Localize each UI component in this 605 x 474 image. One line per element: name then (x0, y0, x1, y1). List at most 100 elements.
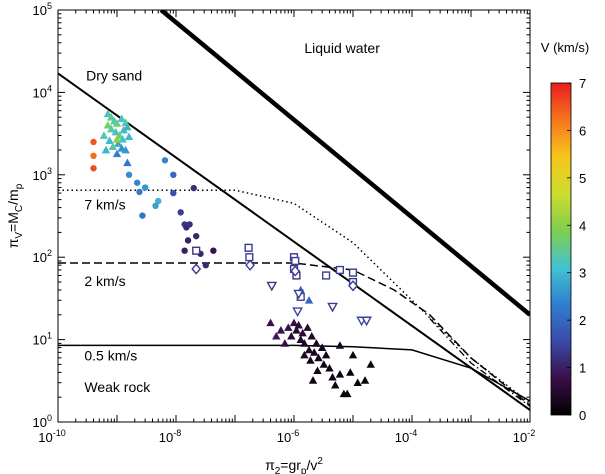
data-point-triangle (101, 145, 111, 154)
data-point-diamond (348, 280, 358, 292)
x-axis-title: π2=grp/v2 (265, 456, 323, 474)
data-point-triangle (123, 122, 132, 131)
y-axis-title: πV=MC/mp (5, 183, 25, 248)
data-point-square (291, 256, 300, 266)
annotation-4: 2 km/s (84, 273, 125, 289)
data-point-triangle (118, 135, 127, 143)
data-point-triangle-down (292, 307, 303, 318)
data-point-triangle (312, 339, 321, 347)
data-point-triangle (121, 145, 130, 154)
data-point-triangle-down (266, 281, 278, 292)
data-point-triangle (306, 356, 315, 364)
data-point-triangle (313, 366, 322, 375)
data-point-circle (136, 188, 143, 196)
data-point-diamond (191, 263, 202, 275)
data-point-circle (170, 171, 177, 178)
data-point-triangle (321, 350, 331, 359)
colorbar-tick-label: 7 (579, 76, 586, 91)
x-tick-label: 10-4 (395, 428, 417, 445)
y-tick-label: 104 (33, 83, 52, 100)
data-point-circle (90, 138, 97, 146)
colorbar-tick-label: 0 (579, 408, 586, 423)
data-point-triangle (280, 339, 290, 347)
data-point-circle (210, 247, 217, 254)
annotation-5: 0.5 km/s (84, 347, 137, 363)
data-point-triangle (346, 368, 355, 376)
colorbar-tick-label: 4 (579, 218, 586, 233)
colorbar-tick-label: 5 (579, 171, 586, 186)
data-point-triangle (111, 127, 120, 136)
data-point-triangle (366, 360, 375, 368)
data-point-triangle (304, 296, 314, 304)
data-point-triangle (117, 114, 126, 123)
colorbar-gradient (550, 82, 572, 416)
data-point-triangle (296, 335, 305, 343)
data-point-circle (177, 209, 184, 216)
data-point-triangle (272, 331, 281, 340)
y-tick-label: 102 (33, 248, 52, 265)
data-point-triangle (303, 323, 312, 331)
data-point-circle (139, 212, 146, 219)
data-point-triangle (103, 120, 113, 129)
data-point-square (192, 246, 201, 255)
data-point-triangle (353, 378, 362, 387)
data-point-circle (181, 247, 188, 254)
data-point-square (244, 243, 253, 252)
colorbar-tick-label: 1 (579, 361, 586, 376)
data-point-triangle (276, 326, 286, 334)
data-point-triangle (287, 331, 296, 340)
data-point-triangle-down (361, 316, 372, 327)
annotation-6: Weak rock (84, 379, 151, 395)
data-point-triangle (348, 350, 358, 359)
data-point-triangle (292, 326, 301, 334)
model-line-1 (159, 10, 530, 317)
x-tick-label: 10-10 (38, 428, 65, 445)
data-point-triangle (335, 341, 345, 349)
data-point-triangle (107, 124, 116, 133)
data-point-triangle (314, 353, 323, 362)
colorbar-tick-label: 2 (579, 313, 586, 328)
annotation-1: Dry sand (86, 67, 142, 83)
data-point-triangle (319, 360, 329, 368)
data-points (90, 109, 375, 398)
annotation-2: Liquid water (304, 40, 380, 56)
data-point-circle (141, 184, 149, 191)
data-point-square (322, 271, 331, 280)
data-point-triangle (308, 376, 318, 384)
model-line-2 (58, 72, 530, 411)
colorbar-tick-label: 3 (579, 266, 586, 281)
data-point-diamond (290, 265, 301, 277)
annotations: Dry sand Liquid water 7 km/s 2 km/s 0.5 km/s… (84, 40, 380, 395)
data-point-triangle-down (293, 289, 305, 300)
data-point-triangle (335, 370, 345, 378)
data-point-circle (90, 165, 97, 172)
data-point-triangle (298, 328, 307, 337)
data-point-triangle (360, 376, 370, 384)
data-point-circle (202, 261, 210, 269)
data-point-circle (186, 221, 193, 228)
x-tick-label: 10-8 (159, 428, 181, 445)
data-point-square (335, 265, 345, 275)
data-point-circle (152, 202, 159, 210)
axis-titles: π2=grp/v2 πV=MC/mp (5, 183, 323, 474)
data-point-triangle (304, 345, 314, 354)
y-tick-label: 100 (33, 413, 52, 430)
data-point-triangle (112, 149, 122, 158)
annotation-3: 7 km/s (84, 196, 125, 212)
data-point-circle (161, 157, 169, 164)
data-point-triangle (325, 363, 334, 372)
data-point-triangle (266, 318, 275, 327)
data-point-circle (170, 189, 177, 197)
data-point-circle (125, 171, 133, 178)
x-tick-label: 10-2 (513, 428, 535, 445)
data-point-triangle (123, 158, 132, 167)
data-point-triangle (103, 109, 113, 118)
y-tick-label: 103 (33, 166, 52, 183)
data-point-triangle (284, 323, 293, 331)
data-point-triangle (343, 389, 352, 398)
data-point-circle (190, 184, 197, 192)
model-line-3 (58, 189, 530, 404)
data-point-triangle (289, 318, 299, 327)
colorbar-tick-label: 6 (579, 123, 586, 138)
